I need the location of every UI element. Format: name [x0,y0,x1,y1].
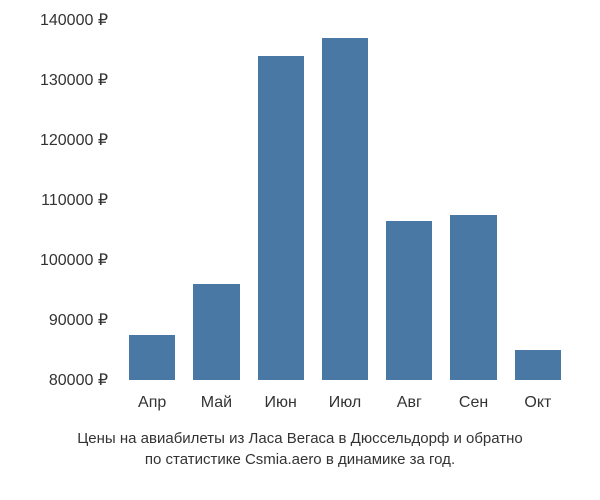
x-tick-label: Сен [459,394,488,412]
bar [386,221,432,380]
bar [193,284,239,380]
caption-line-2: по статистике Csmia.aero в динамике за г… [0,449,600,470]
bar [450,215,496,380]
x-tick-label: Апр [138,394,166,412]
bar [515,350,561,380]
x-tick-label: Июн [265,394,297,412]
chart-caption: Цены на авиабилеты из Ласа Вегаса в Дюсс… [0,428,600,470]
y-tick-label: 80000 ₽ [49,370,108,390]
x-tick-label: Май [201,394,232,412]
bar [258,56,304,380]
y-tick-label: 120000 ₽ [40,130,108,150]
y-tick-label: 130000 ₽ [40,70,108,90]
x-tick-label: Окт [524,394,551,412]
y-tick-label: 100000 ₽ [40,250,108,270]
y-tick-label: 140000 ₽ [40,10,108,30]
bar [129,335,175,380]
x-tick-label: Июл [329,394,361,412]
caption-line-1: Цены на авиабилеты из Ласа Вегаса в Дюсс… [0,428,600,449]
plot-area: 80000 ₽90000 ₽100000 ₽110000 ₽120000 ₽13… [120,20,570,380]
price-chart: 80000 ₽ 90000 ₽ 100000 ₽ 110000 ₽ 120000 ₽ 13… [0,0,600,500]
x-tick-label: Авг [397,394,422,412]
y-tick-label: 110000 ₽ [41,190,108,210]
y-tick-label: 90000 ₽ [49,310,108,330]
bar [322,38,368,380]
